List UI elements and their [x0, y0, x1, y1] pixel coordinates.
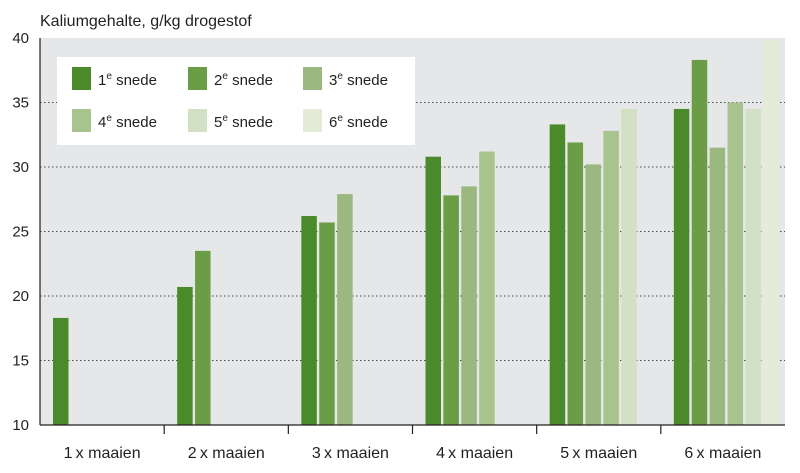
y-tick-label: 35 — [12, 95, 29, 112]
bar — [727, 102, 744, 425]
legend-swatch — [72, 67, 91, 90]
y-tick-label: 25 — [12, 224, 29, 241]
bar — [461, 186, 477, 425]
gridlines — [40, 101, 785, 362]
bar — [585, 164, 601, 426]
legend-label: 2e snede — [214, 71, 273, 89]
bar — [53, 317, 69, 425]
legend-swatch — [303, 109, 322, 132]
y-tick-label: 30 — [12, 159, 29, 176]
legend-label: 3e snede — [329, 71, 388, 89]
bar — [337, 194, 353, 425]
bar — [763, 40, 779, 425]
x-category-label: 5 x maaien — [560, 445, 637, 462]
chart-title: Kaliumgehalte, g/kg drogestof — [40, 13, 252, 30]
x-category-labels: 1 x maaien 2 x maaien 3 x maaien 4 x maaien… — [64, 445, 762, 462]
bar — [479, 151, 495, 425]
bar — [709, 147, 726, 425]
bar — [621, 108, 637, 425]
legend: 1e snede 2e snede 3e snede 4e snede 5e snede… — [57, 57, 415, 145]
bar — [549, 124, 566, 426]
bar — [443, 195, 459, 425]
y-tick-labels: 10 15 20 25 30 35 40 — [12, 30, 29, 434]
x-category-label: 6 x maaien — [684, 445, 761, 462]
legend-swatch — [188, 67, 207, 90]
y-tick-label: 20 — [12, 288, 29, 305]
x-category-label: 4 x maaien — [436, 445, 513, 462]
x-category-label: 1 x maaien — [64, 445, 141, 462]
legend-label: 5e snede — [214, 113, 273, 131]
bar — [745, 108, 761, 425]
bar — [673, 108, 690, 425]
legend-label: 6e snede — [329, 113, 388, 131]
bar — [195, 250, 211, 425]
legend-label: 4e snede — [98, 113, 157, 131]
bar — [319, 222, 335, 425]
bar — [567, 142, 584, 426]
legend-box — [57, 57, 415, 145]
bar — [425, 156, 441, 425]
legend-swatch — [72, 109, 91, 132]
bar — [691, 59, 708, 426]
legend-swatch — [188, 109, 207, 132]
x-category-label: 2 x maaien — [188, 445, 265, 462]
axes — [39, 38, 785, 434]
bar — [177, 286, 193, 425]
bars — [53, 40, 779, 426]
y-tick-label: 40 — [12, 30, 29, 47]
bar — [603, 130, 619, 425]
bar — [301, 216, 317, 425]
y-tick-label: 15 — [12, 353, 29, 370]
legend-swatch — [303, 67, 322, 90]
legend-label: 1e snede — [98, 71, 157, 89]
y-tick-label: 10 — [12, 417, 29, 434]
x-category-label: 3 x maaien — [312, 445, 389, 462]
